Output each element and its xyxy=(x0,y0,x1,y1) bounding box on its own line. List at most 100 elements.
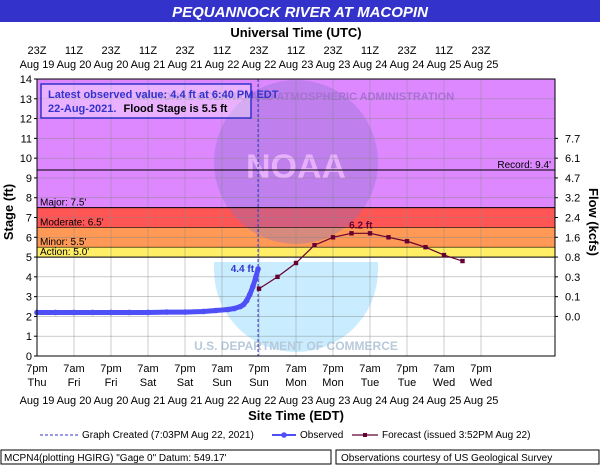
bottom-tick-day: Tue xyxy=(398,377,417,389)
observed-point xyxy=(213,307,219,314)
title-banner xyxy=(0,0,600,22)
observed-point xyxy=(225,306,231,313)
top-tick-time: 23Z xyxy=(102,45,121,57)
bottom-tick-time: 7am xyxy=(433,363,454,375)
top-tick-time: 11Z xyxy=(213,45,231,57)
left-tick-label: 4 xyxy=(26,272,32,284)
forecast-point xyxy=(312,243,317,248)
left-tick-label: 12 xyxy=(20,114,32,126)
legend-observed-marker xyxy=(281,432,287,438)
bottom-tick-day: Mon xyxy=(322,377,343,389)
right-tick-label: 3.2 xyxy=(565,193,580,205)
top-tick-time: 23Z xyxy=(28,45,47,57)
top-tick-date: Aug 23 xyxy=(279,59,314,71)
top-tick-date: Aug 21 xyxy=(168,59,203,71)
right-tick-label: 0.0 xyxy=(565,311,580,323)
footer-right-box xyxy=(335,449,600,465)
info-line-1: Latest observed value: 4.4 ft at 6:40 PM… xyxy=(48,89,279,101)
observed-point xyxy=(240,301,247,308)
top-tick-date: Aug 22 xyxy=(205,59,240,71)
top-tick-date: Aug 19 xyxy=(20,59,55,71)
right-tick-label: 1.6 xyxy=(565,232,580,244)
bottom-tick-day: Mon xyxy=(285,377,306,389)
bottom-tick-time: 7pm xyxy=(26,363,47,375)
legend-created-label: Graph Created (7:03PM Aug 22, 2021) xyxy=(82,430,254,441)
bottom-tick-date: Aug 24 xyxy=(353,395,388,407)
left-tick-label: 2 xyxy=(26,311,32,323)
bottom-tick-time: 7pm xyxy=(470,363,491,375)
bottom-tick-day: Fri xyxy=(105,377,118,389)
observed-point xyxy=(231,305,238,312)
bottom-tick-time: 7pm xyxy=(322,363,343,375)
chart-title: PEQUANNOCK RIVER AT MACOPIN xyxy=(172,4,429,21)
forecast-point xyxy=(330,235,336,240)
bottom-tick-date: Aug 19 xyxy=(20,395,55,407)
bottom-tick-time: 7pm xyxy=(100,363,121,375)
top-tick-date: Aug 25 xyxy=(427,59,462,71)
bottom-tick-time: 7am xyxy=(63,363,84,375)
bottom-tick-time: 7am xyxy=(137,363,158,375)
right-tick-label: 7.7 xyxy=(565,133,580,145)
observed-point xyxy=(145,309,151,316)
bottom-tick-date: Aug 20 xyxy=(57,395,92,407)
bottom-tick-time: 7pm xyxy=(248,363,269,375)
top-tick-time: 23Z xyxy=(324,45,343,57)
footer-right-text: Observations courtesy of US Geological S… xyxy=(341,453,552,464)
data-series: 4.4 ft 6.2 ft xyxy=(34,79,465,356)
threshold-label-record: Record: 9.4' xyxy=(497,160,551,171)
axes: 012345678910111213140.00.10.30.81.62.43.… xyxy=(20,45,581,407)
observed-point xyxy=(182,309,188,315)
bottom-tick-time: 7pm xyxy=(396,363,417,375)
right-axis-title: Flow (kcfs) xyxy=(586,188,600,256)
observed-point xyxy=(243,297,250,304)
bottom-tick-time: 7pm xyxy=(174,363,195,375)
footer-left-box xyxy=(0,449,332,465)
top-tick-time: 11Z xyxy=(361,45,379,57)
info-date: 22-Aug-2021. xyxy=(48,103,116,115)
right-tick-label: 0.3 xyxy=(565,272,580,284)
forecast-point xyxy=(460,258,465,264)
legend: Graph Created (7:03PM Aug 22, 2021) Obse… xyxy=(40,430,530,441)
observed-point xyxy=(250,283,256,290)
observed-point xyxy=(52,309,59,316)
top-tick-date: Aug 23 xyxy=(316,59,351,71)
threshold-label-minor: Minor: 5.5' xyxy=(40,237,86,248)
top-tick-time: 11Z xyxy=(139,45,157,57)
bottom-tick-day: Tue xyxy=(361,377,380,389)
bottom-tick-date: Aug 20 xyxy=(94,395,129,407)
top-tick-time: 23Z xyxy=(398,45,417,57)
observed-point xyxy=(255,266,261,272)
left-tick-label: 0 xyxy=(26,351,32,363)
bottom-tick-date: Aug 24 xyxy=(390,395,425,407)
bottom-tick-date: Aug 21 xyxy=(168,395,203,407)
right-tick-label: 6.1 xyxy=(565,153,580,165)
bottom-tick-time: 7am xyxy=(211,363,232,375)
top-tick-date: Aug 20 xyxy=(57,59,92,71)
bottom-tick-time: 7am xyxy=(359,363,380,375)
left-tick-label: 3 xyxy=(26,292,32,304)
top-tick-time: 11Z xyxy=(435,45,453,57)
left-tick-label: 10 xyxy=(20,153,32,165)
left-tick-label: 9 xyxy=(26,173,32,185)
right-tick-label: 0.1 xyxy=(565,292,580,304)
top-tick-time: 23Z xyxy=(472,45,491,57)
bottom-tick-day: Wed xyxy=(470,377,492,389)
bottom-tick-time: 7am xyxy=(285,363,306,375)
left-tick-label: 8 xyxy=(26,193,32,205)
left-axis-title: Stage (ft) xyxy=(1,184,16,240)
threshold-labels: Record: 9.4' Major: 7.5' Moderate: 6.5' Min… xyxy=(37,160,555,258)
forecast-point xyxy=(404,239,410,244)
top-tick-date: Aug 25 xyxy=(464,59,499,71)
forecast-point xyxy=(293,260,299,266)
bottom-tick-day: Thu xyxy=(28,377,47,389)
bottom-axis-title: Site Time (EDT) xyxy=(248,408,344,423)
forecast-crest-label: 6.2 ft xyxy=(349,220,373,231)
forecast-point xyxy=(423,244,428,250)
bottom-tick-day: Sat xyxy=(177,377,194,389)
forecast-point xyxy=(367,231,373,236)
observed-point xyxy=(163,309,170,315)
top-tick-time: 11Z xyxy=(65,45,83,57)
right-tick-label: 0.8 xyxy=(565,252,580,264)
observed-point xyxy=(108,309,114,316)
